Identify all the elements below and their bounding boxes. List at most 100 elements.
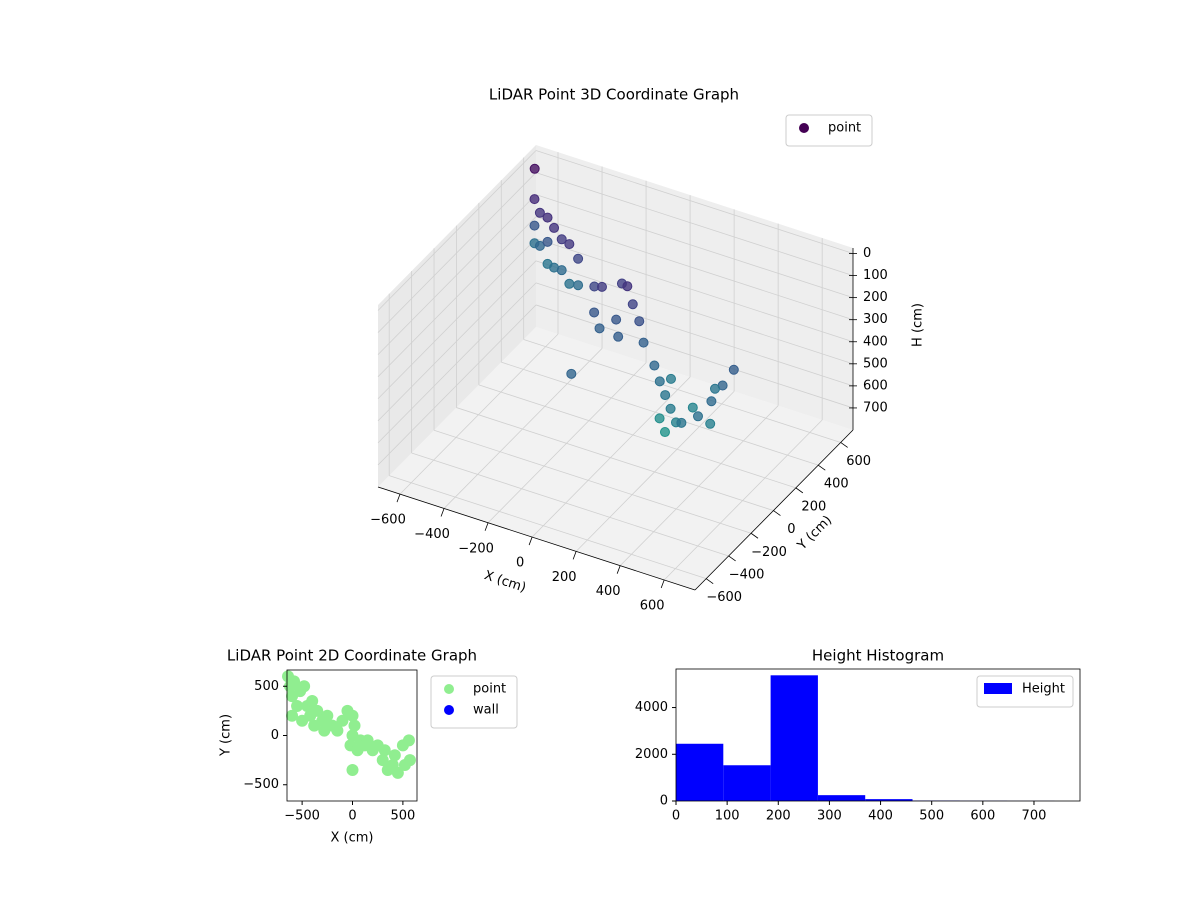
- y-tick-label: −200: [751, 545, 787, 560]
- y-tick-label: 600: [846, 454, 871, 469]
- legend-box: [785, 114, 873, 147]
- point: [391, 766, 404, 779]
- grid-line: [535, 260, 854, 365]
- point: [336, 714, 349, 727]
- grid-line: [377, 150, 537, 311]
- tick-mark: [728, 555, 736, 562]
- z-tick-label: 200: [863, 290, 888, 305]
- point: [573, 253, 584, 264]
- chart-title: LiDAR Point 2D Coordinate Graph: [227, 647, 477, 665]
- grid-line: [531, 376, 691, 538]
- y-tick-label: −500: [243, 777, 279, 792]
- tick-mark: [818, 464, 826, 471]
- grid-line: [535, 304, 854, 409]
- bar: [865, 799, 913, 801]
- point: [346, 763, 359, 776]
- z-tick-label: 100: [863, 268, 888, 283]
- point: [649, 360, 660, 371]
- x-tick-label: −400: [414, 527, 450, 542]
- grid-line: [377, 260, 537, 422]
- x-axis-label: X (cm): [331, 831, 374, 846]
- tick-mark: [440, 508, 445, 517]
- tick-mark: [795, 487, 804, 494]
- point: [286, 709, 299, 722]
- x-tick-label: 200: [552, 570, 577, 585]
- x-tick-label: −500: [284, 809, 320, 824]
- grid-line: [535, 238, 854, 343]
- grid-line: [411, 452, 729, 557]
- point: [665, 403, 676, 414]
- point: [403, 754, 416, 767]
- x-tick-label: 300: [817, 809, 842, 824]
- point: [622, 281, 633, 292]
- z-tick-label: 0: [863, 246, 871, 261]
- point: [706, 396, 717, 407]
- point: [534, 240, 545, 251]
- grid-line: [377, 238, 537, 400]
- point: [361, 734, 374, 747]
- legend-label: point: [828, 121, 861, 136]
- z-tick-label: 300: [863, 312, 888, 327]
- point: [564, 278, 575, 289]
- y-tick-label: −400: [729, 567, 765, 582]
- point: [376, 754, 389, 767]
- chart-title: Height Histogram: [812, 647, 944, 665]
- point: [611, 314, 622, 325]
- point: [728, 364, 739, 375]
- point: [566, 368, 577, 379]
- grid-line: [535, 150, 854, 254]
- grid-line: [389, 475, 707, 580]
- x-tick-label: 200: [766, 809, 791, 824]
- y-tick-label: 500: [254, 679, 279, 694]
- legend-marker: [799, 123, 809, 133]
- axis-line: [377, 486, 696, 591]
- bar: [817, 795, 866, 801]
- point: [692, 411, 703, 422]
- point: [534, 207, 545, 218]
- grid-line: [523, 339, 841, 443]
- x-tick-label: 0: [348, 809, 356, 824]
- point: [378, 744, 391, 757]
- point: [346, 709, 359, 722]
- point: [549, 222, 560, 233]
- point: [298, 680, 311, 693]
- point: [321, 709, 334, 722]
- point: [564, 239, 575, 250]
- grid-line: [478, 384, 796, 489]
- legend-label: Height: [1022, 682, 1065, 697]
- point: [638, 337, 649, 348]
- grid-line: [377, 304, 537, 466]
- y-tick-label: 0: [271, 728, 279, 743]
- z-tick-label: 700: [863, 400, 888, 415]
- point: [659, 427, 670, 438]
- tick-mark: [484, 522, 489, 531]
- grid-line: [535, 216, 854, 321]
- y-tick-label: 0: [660, 794, 668, 809]
- point: [596, 281, 607, 292]
- point: [556, 234, 567, 245]
- point: [676, 417, 687, 428]
- point: [654, 376, 665, 387]
- point: [665, 373, 676, 384]
- x-tick-label: 0: [672, 809, 680, 824]
- legend-swatch: [984, 683, 1012, 694]
- x-tick-label: 700: [1022, 809, 1047, 824]
- legend-label: point: [473, 682, 506, 697]
- grid-line: [377, 282, 537, 444]
- floor-pane: [378, 327, 853, 590]
- tick-mark: [660, 579, 665, 589]
- tick-mark: [750, 532, 759, 539]
- grid-line: [456, 407, 774, 511]
- x-tick-label: 500: [390, 809, 415, 824]
- tick-mark: [528, 536, 533, 546]
- tick-mark: [616, 565, 621, 574]
- point: [556, 265, 567, 276]
- y-tick-label: 4000: [635, 700, 668, 715]
- bar: [723, 765, 771, 801]
- y-tick-label: 200: [801, 499, 826, 514]
- point: [529, 220, 540, 231]
- grid-line: [377, 172, 537, 333]
- z-tick-label: 500: [863, 356, 888, 371]
- x-tick-label: 500: [919, 809, 944, 824]
